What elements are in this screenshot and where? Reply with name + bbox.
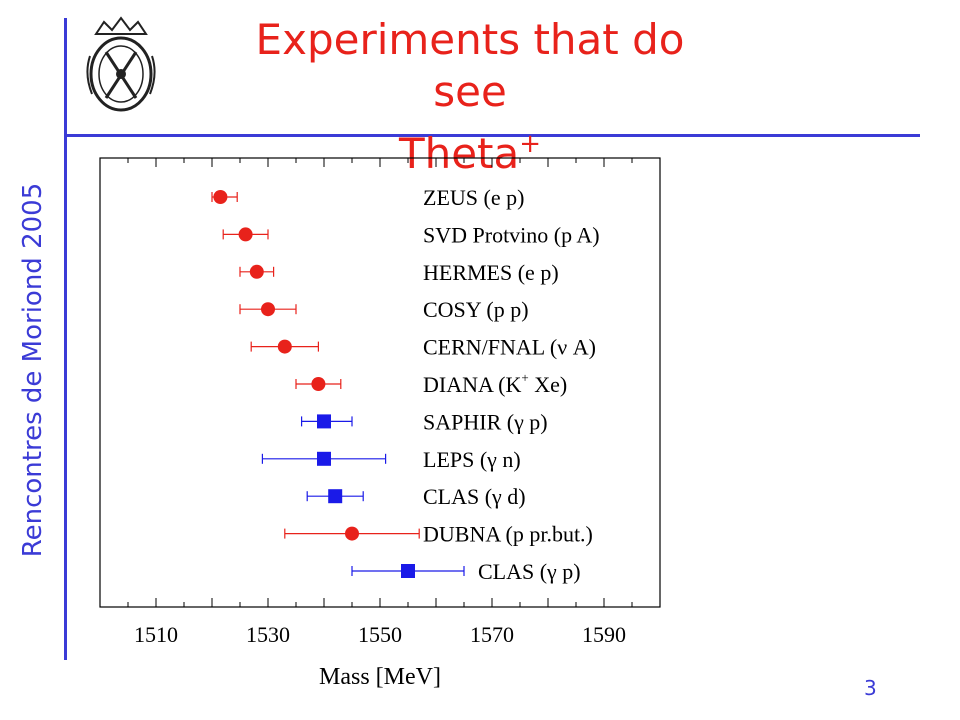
title-line-1: Experiments that do see [255, 15, 685, 116]
title-line-2: Theta+ [220, 118, 720, 180]
title-theta: Theta [398, 129, 520, 178]
experiment-label: SVD Protvino (p A) [423, 222, 600, 247]
page-number: 3 [864, 676, 877, 700]
experiment-label: DUBNA (p pr.but.) [423, 522, 593, 547]
x-tick-label: 1550 [358, 622, 402, 647]
data-point [401, 564, 415, 578]
data-point [277, 339, 292, 354]
data-point [345, 526, 359, 541]
x-tick-label: 1530 [246, 622, 290, 647]
experiment-label: COSY (p p) [423, 297, 529, 322]
experiment-label: CERN/FNAL (ν A) [423, 335, 596, 360]
data-point [213, 190, 228, 204]
data-point [261, 302, 275, 317]
x-tick-label: 1510 [134, 622, 178, 647]
crest-logo-icon [86, 16, 156, 112]
experiment-label: HERMES (e p) [423, 260, 559, 285]
data-point [317, 414, 331, 429]
experiment-label: DIANA (K+ Xe) [423, 370, 567, 397]
experiment-label: CLAS (γ p) [478, 559, 581, 584]
experiment-label: LEPS (γ n) [423, 447, 521, 472]
experiment-label: SAPHIR (γ p) [423, 409, 548, 434]
slide-title: Experiments that do see Theta+ [220, 14, 720, 180]
horizontal-accent-line [64, 134, 920, 137]
data-point [238, 227, 253, 242]
data-point [328, 489, 343, 504]
data-point [249, 264, 264, 279]
x-tick-label: 1570 [470, 622, 514, 647]
experiment-label: ZEUS (e p) [423, 185, 524, 210]
title-superscript: + [519, 129, 542, 159]
vertical-accent-line [64, 18, 67, 660]
x-tick-label: 1590 [582, 622, 626, 647]
data-point [311, 377, 326, 391]
data-point [317, 451, 331, 466]
experiment-label: CLAS (γ d) [423, 484, 526, 509]
x-axis-label: Mass [MeV] [319, 664, 441, 690]
